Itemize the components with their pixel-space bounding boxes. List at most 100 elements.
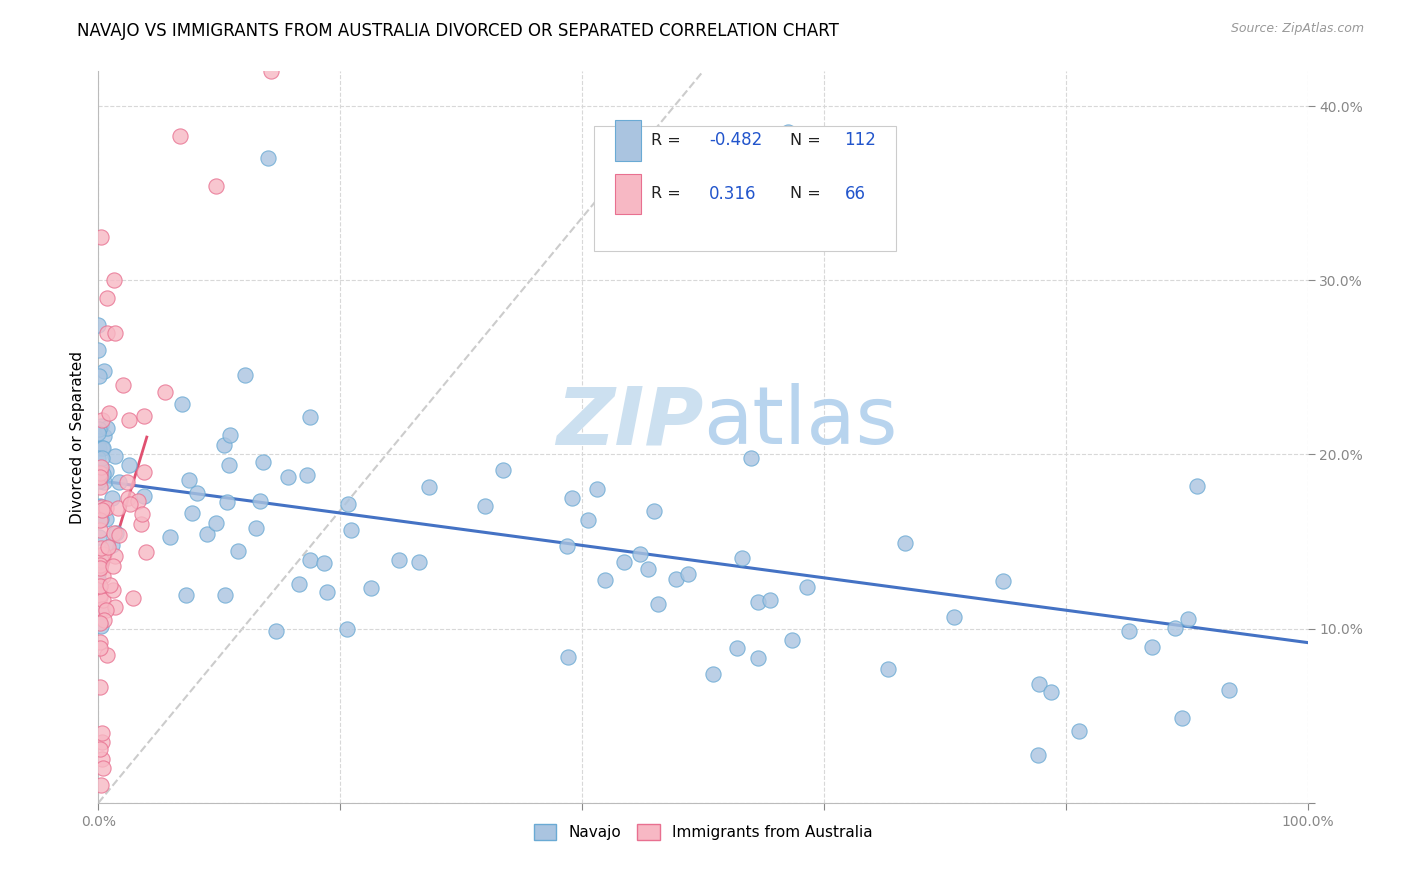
Text: ZIP: ZIP [555, 384, 703, 461]
Point [132, 489, 155, 503]
Point [214, 588, 236, 602]
Point [89, 579, 111, 593]
Point [676, 567, 699, 582]
Text: 66: 66 [845, 185, 866, 202]
Point [87, 451, 110, 466]
Point [1164, 622, 1187, 636]
Point [101, 538, 124, 552]
Point [132, 409, 155, 423]
Point [104, 450, 127, 464]
Point [87, 441, 110, 455]
Point [219, 428, 242, 442]
Point [91, 500, 114, 514]
Point [943, 610, 966, 624]
Point [90, 778, 112, 792]
Point [93, 364, 115, 378]
Point [90, 553, 112, 567]
Point [89, 680, 111, 694]
Y-axis label: Divorced or Separated: Divorced or Separated [69, 351, 84, 524]
Text: Source: ZipAtlas.com: Source: ZipAtlas.com [1230, 22, 1364, 36]
Point [103, 273, 125, 287]
Point [177, 474, 200, 488]
Point [776, 125, 799, 139]
Text: NAVAJO VS IMMIGRANTS FROM AUSTRALIA DIVORCED OR SEPARATED CORRELATION CHART: NAVAJO VS IMMIGRANTS FROM AUSTRALIA DIVO… [77, 22, 839, 40]
Point [557, 650, 579, 665]
Point [388, 553, 411, 567]
Point [89, 500, 111, 514]
Point [98, 577, 121, 591]
Point [90, 603, 112, 617]
Point [87, 369, 110, 384]
Point [90, 418, 112, 433]
Point [101, 491, 124, 506]
Point [159, 530, 181, 544]
Point [637, 562, 659, 576]
Point [298, 553, 321, 567]
Point [1118, 624, 1140, 638]
Point [186, 486, 208, 500]
Point [135, 545, 157, 559]
Point [249, 494, 271, 508]
Point [1026, 747, 1049, 762]
Point [127, 493, 149, 508]
Point [1218, 683, 1240, 698]
Point [418, 480, 440, 494]
Point [170, 397, 193, 411]
Point [87, 553, 110, 567]
Point [89, 742, 111, 756]
Point [702, 667, 724, 681]
Point [226, 543, 249, 558]
Bar [614, 174, 641, 214]
Point [555, 539, 578, 553]
Point [217, 495, 239, 509]
Point [316, 585, 339, 599]
Point [89, 500, 111, 514]
Point [780, 633, 803, 648]
Point [665, 572, 688, 586]
Point [89, 523, 111, 537]
Point [1185, 479, 1208, 493]
Point [87, 343, 110, 358]
Point [94, 512, 117, 526]
Point [118, 458, 141, 473]
Point [91, 592, 114, 607]
Point [91, 441, 114, 455]
Point [89, 480, 111, 494]
Point [474, 499, 496, 513]
Point [218, 458, 240, 473]
Point [96, 291, 118, 305]
Point [586, 482, 609, 496]
Point [108, 475, 131, 490]
Point [360, 581, 382, 595]
Point [277, 469, 299, 483]
Point [104, 525, 127, 540]
Point [87, 318, 110, 333]
Point [153, 385, 176, 400]
Point [90, 602, 112, 616]
Point [131, 508, 153, 522]
Point [288, 577, 311, 591]
Point [96, 326, 118, 340]
Point [93, 613, 115, 627]
Point [87, 468, 110, 483]
Point [122, 591, 145, 605]
Point [90, 451, 112, 466]
Point [111, 377, 134, 392]
Point [108, 528, 131, 542]
Point [90, 511, 112, 525]
Point [89, 616, 111, 631]
Point [174, 588, 197, 602]
Point [118, 412, 141, 426]
Point [1140, 640, 1163, 654]
Point [94, 501, 117, 516]
Text: atlas: atlas [703, 384, 897, 461]
Point [91, 412, 114, 426]
Point [314, 556, 336, 570]
Point [204, 516, 226, 530]
Point [647, 597, 669, 611]
Point [107, 500, 129, 515]
Point [89, 579, 111, 593]
Text: R =: R = [651, 186, 690, 202]
Point [747, 651, 769, 665]
Point [89, 470, 111, 484]
